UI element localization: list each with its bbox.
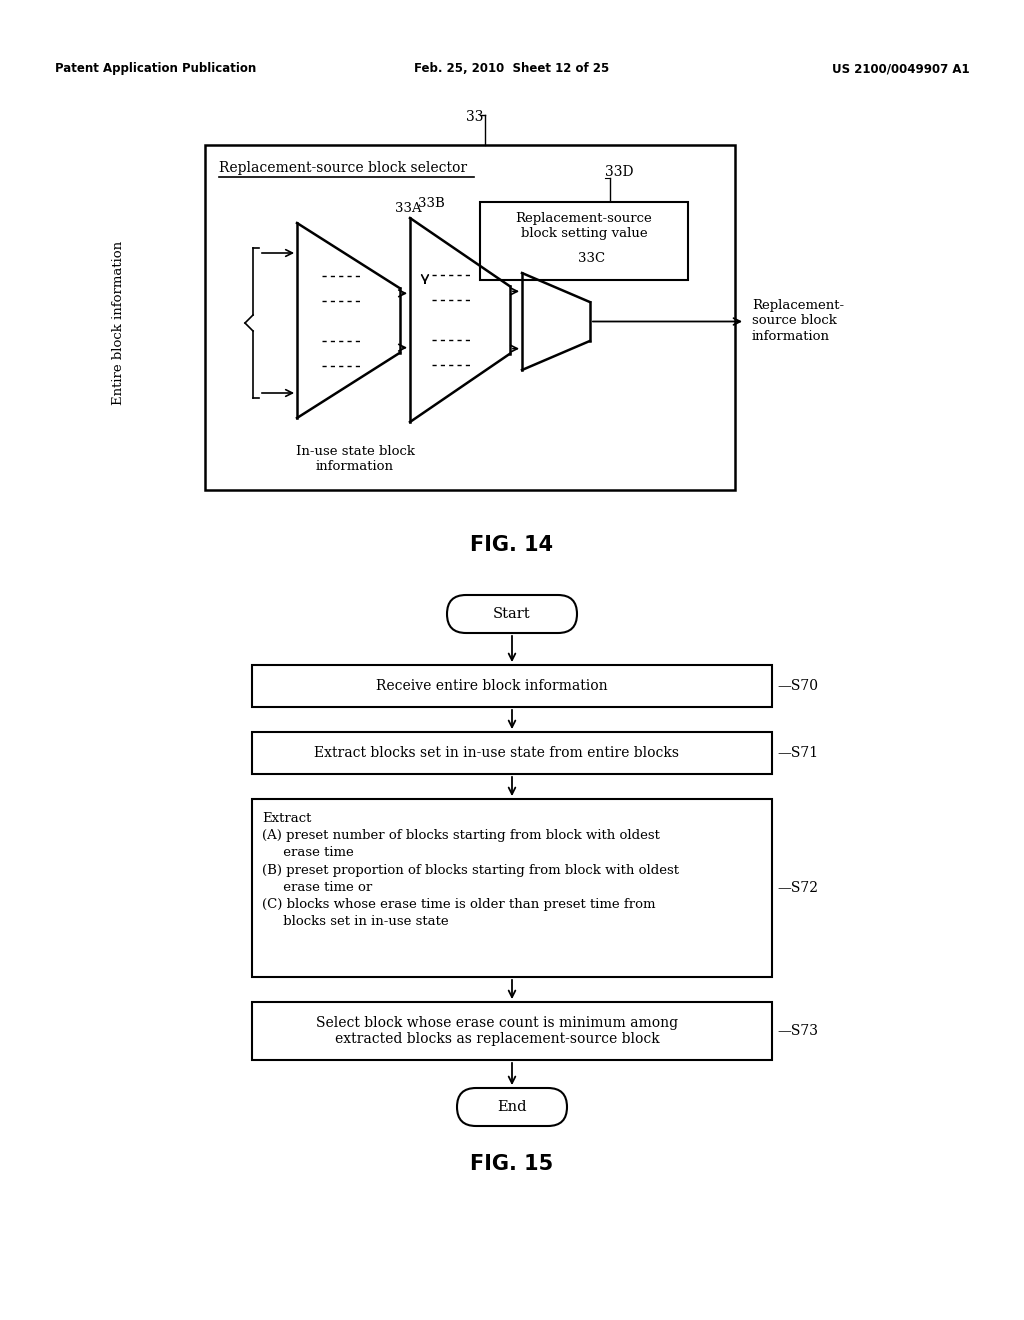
Bar xyxy=(252,665,772,708)
Bar xyxy=(252,733,772,774)
Text: Feb. 25, 2010  Sheet 12 of 25: Feb. 25, 2010 Sheet 12 of 25 xyxy=(415,62,609,75)
Text: Replacement-source
block setting value: Replacement-source block setting value xyxy=(516,213,652,240)
Text: 33A: 33A xyxy=(395,202,422,215)
Text: —S73: —S73 xyxy=(777,1024,818,1038)
Bar xyxy=(252,799,772,977)
Text: FIG. 14: FIG. 14 xyxy=(470,535,554,554)
Text: —S71: —S71 xyxy=(777,746,818,760)
Text: Receive entire block information: Receive entire block information xyxy=(376,678,608,693)
Text: Extract
(A) preset number of blocks starting from block with oldest
     erase t: Extract (A) preset number of blocks star… xyxy=(262,812,679,928)
Text: Replacement-
source block
information: Replacement- source block information xyxy=(752,300,844,342)
Bar xyxy=(205,145,735,490)
Text: In-use state block
information: In-use state block information xyxy=(296,445,415,473)
Text: 33C: 33C xyxy=(578,252,605,265)
FancyBboxPatch shape xyxy=(457,1088,567,1126)
Bar xyxy=(252,1002,772,1060)
Text: 33B: 33B xyxy=(418,197,444,210)
Text: Patent Application Publication: Patent Application Publication xyxy=(55,62,256,75)
FancyBboxPatch shape xyxy=(447,595,577,634)
Text: Start: Start xyxy=(494,607,530,620)
Text: —S72: —S72 xyxy=(777,880,818,895)
Text: 33D: 33D xyxy=(605,165,634,180)
Text: —S70: —S70 xyxy=(777,678,818,693)
Text: Extract blocks set in in-use state from entire blocks: Extract blocks set in in-use state from … xyxy=(314,746,680,760)
Text: US 2100/0049907 A1: US 2100/0049907 A1 xyxy=(833,62,970,75)
Text: Entire block information: Entire block information xyxy=(112,242,125,405)
Bar xyxy=(480,202,688,280)
Text: End: End xyxy=(498,1100,526,1114)
Text: Select block whose erase count is minimum among
extracted blocks as replacement-: Select block whose erase count is minimu… xyxy=(316,1016,678,1045)
Text: 33: 33 xyxy=(466,110,483,124)
Text: Replacement-source block selector: Replacement-source block selector xyxy=(219,161,467,176)
Text: FIG. 15: FIG. 15 xyxy=(470,1154,554,1173)
